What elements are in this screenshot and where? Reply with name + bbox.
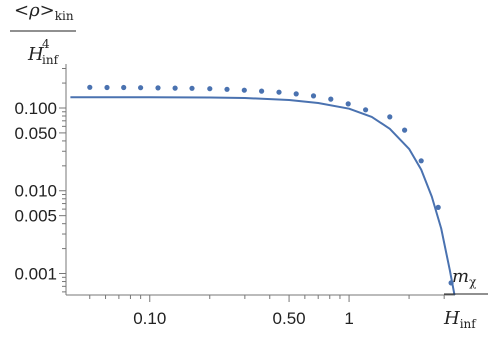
scatter-point <box>224 86 230 92</box>
scatter-point <box>328 96 334 102</box>
x-tick-label: 1 <box>344 309 353 328</box>
y-axis-label: <ρ>kin H 4 inf <box>10 0 76 67</box>
series-line <box>70 96 456 296</box>
x-label-numerator-sub: χ <box>469 275 477 289</box>
x-label-numerator: m <box>452 266 469 287</box>
svg-text:Hinf: Hinf <box>443 308 477 331</box>
scatter-point <box>172 85 178 91</box>
y-tick-label: 0.005 <box>14 207 57 226</box>
x-axis-label: mχ Hinf <box>443 266 488 331</box>
x-label-denominator: H <box>443 308 460 329</box>
y-tick-label: 0.050 <box>14 124 57 143</box>
scatter-point <box>207 86 213 92</box>
scatter-point <box>241 87 247 93</box>
y-label-denominator: H <box>27 44 44 65</box>
x-tick-label: 0.10 <box>133 309 166 328</box>
scatter-point <box>363 107 369 113</box>
scatter-point <box>418 158 424 164</box>
scatter-point <box>189 85 195 91</box>
scatter-point <box>138 85 144 91</box>
scatter-point <box>104 84 110 91</box>
x-label-denominator-sub: inf <box>460 317 478 331</box>
scatter-point <box>387 114 393 120</box>
y-label-denominator-sup: 4 <box>42 37 50 51</box>
scatter-point <box>435 204 441 210</box>
y-tick-label: 0.100 <box>14 99 57 118</box>
y-label-denominator-sub: inf <box>42 53 60 67</box>
svg-text:<ρ>kin: <ρ>kin <box>14 0 74 23</box>
ticks: 0.10 0.50 1 0.100 0.050 0.010 0.005 0.001 <box>14 67 445 328</box>
scatter-point <box>259 88 265 94</box>
scatter-point <box>448 280 454 286</box>
scatter-point <box>276 89 282 95</box>
scatter-point <box>87 84 93 90</box>
scatter-point <box>121 84 127 91</box>
x-tick-label: 0.50 <box>273 309 306 328</box>
scatter-point <box>155 85 161 91</box>
scatter-point <box>310 93 317 99</box>
svg-text:H: H <box>27 44 44 65</box>
y-label-numerator: <ρ> <box>14 0 55 21</box>
scatter-point <box>402 127 408 133</box>
scatter-point <box>293 91 299 97</box>
y-label-numerator-sub: kin <box>55 9 74 23</box>
svg-text:mχ: mχ <box>452 266 477 289</box>
scatter-point <box>345 101 351 107</box>
y-tick-label: 0.010 <box>14 182 57 201</box>
series <box>70 84 456 296</box>
y-tick-label: 0.001 <box>14 265 57 284</box>
